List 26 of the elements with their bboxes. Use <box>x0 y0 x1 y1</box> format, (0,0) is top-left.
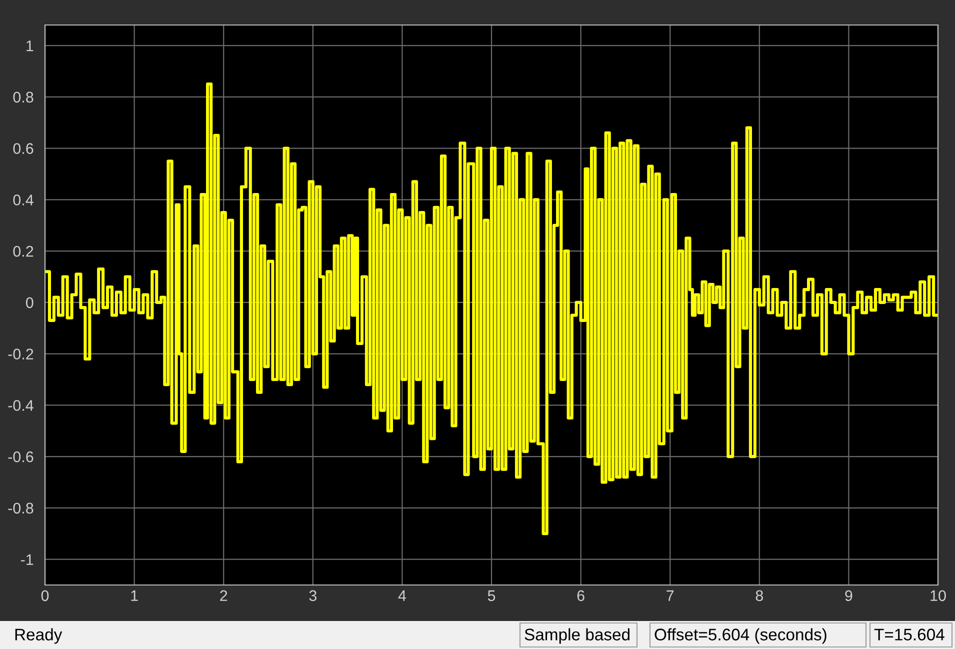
y-tick-label: 0.4 <box>13 194 34 206</box>
y-tick-label: 0 <box>26 297 34 308</box>
y-tick-label: -1 <box>20 554 34 565</box>
y-tick-label: -0.4 <box>8 400 34 411</box>
x-tick-label: 8 <box>756 590 763 602</box>
y-tick-label: 1 <box>26 40 34 52</box>
x-tick-label: 6 <box>577 590 584 602</box>
x-tick-label: 3 <box>309 590 316 602</box>
y-tick-label: -0.6 <box>8 451 34 462</box>
x-tick-label: 4 <box>398 590 406 601</box>
x-tick-label: 2 <box>220 590 228 601</box>
text: Ready <box>15 628 62 644</box>
y-tick-label: -0.8 <box>8 502 34 514</box>
text: Offset=5.604 (seconds) <box>654 628 826 644</box>
x-tick-label: 7 <box>666 590 674 601</box>
x-tick-label: 0 <box>41 590 49 602</box>
y-tick-label: -0.2 <box>8 348 34 360</box>
x-tick-label: 9 <box>845 590 852 602</box>
x-tick-label: 1 <box>131 590 138 601</box>
y-tick-label: 0.6 <box>13 143 34 154</box>
x-tick-label: 10 <box>930 590 946 602</box>
y-tick-label: 0.8 <box>13 92 34 103</box>
y-tick-label: 0.2 <box>13 246 34 257</box>
text: T=15.604 <box>874 628 944 640</box>
x-tick-label: 5 <box>488 590 496 602</box>
text: Sample based <box>524 628 630 644</box>
